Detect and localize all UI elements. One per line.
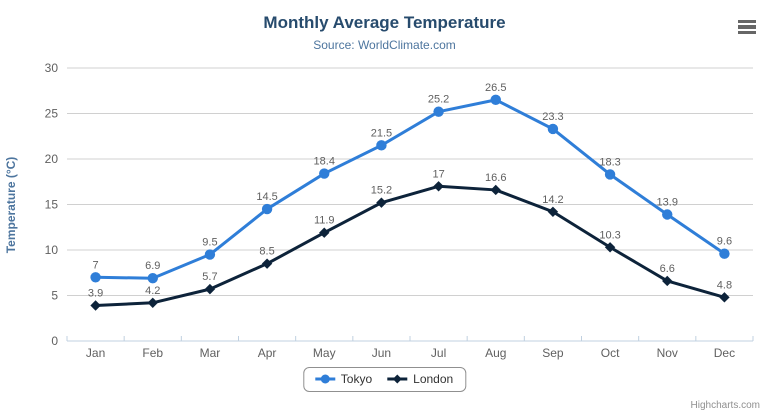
- data-label: 7: [93, 259, 99, 271]
- hamburger-icon: [738, 20, 756, 24]
- legend-item-tokyo[interactable]: Tokyo: [314, 372, 372, 386]
- legend-item-london[interactable]: London: [386, 372, 453, 386]
- data-point-marker[interactable]: [319, 227, 330, 238]
- data-label: 9.5: [202, 237, 217, 249]
- data-label: 6.9: [145, 260, 160, 272]
- data-point-marker[interactable]: [662, 275, 673, 287]
- chart-subtitle: Source: WorldClimate.com: [313, 38, 456, 52]
- x-axis-tick-label: Dec: [714, 346, 735, 360]
- london-series-line[interactable]: [94, 184, 726, 308]
- data-label: 13.9: [657, 197, 678, 209]
- data-label: 25.2: [428, 94, 449, 106]
- data-point-marker[interactable]: [90, 272, 101, 283]
- data-point-marker[interactable]: [604, 242, 616, 253]
- data-point-marker[interactable]: [490, 94, 501, 106]
- x-axis-tick-label: Nov: [657, 346, 678, 360]
- tokyo-series-line[interactable]: [94, 98, 726, 280]
- data-point-marker[interactable]: [433, 106, 444, 117]
- data-label: 6.6: [660, 263, 675, 275]
- data-point-marker[interactable]: [376, 197, 387, 208]
- y-axis-tick-label: 30: [45, 61, 59, 75]
- data-point-marker[interactable]: [90, 300, 101, 311]
- x-axis-tick-label: Apr: [258, 346, 277, 360]
- y-axis-title: Temperature (°C): [4, 156, 18, 254]
- data-point-marker[interactable]: [604, 169, 616, 180]
- data-label: 18.3: [599, 156, 620, 168]
- data-point-marker[interactable]: [662, 209, 673, 220]
- data-point-marker[interactable]: [719, 292, 730, 303]
- data-label: 4.8: [717, 279, 732, 291]
- data-point-marker[interactable]: [319, 168, 330, 179]
- context-menu-button[interactable]: [738, 20, 756, 34]
- data-point-marker[interactable]: [376, 140, 387, 151]
- y-axis-tick-label: 25: [45, 107, 59, 121]
- data-label: 15.2: [371, 185, 392, 197]
- chart-title: Monthly Average Temperature: [263, 13, 506, 32]
- hamburger-icon: [738, 30, 756, 34]
- credits-link[interactable]: Highcharts.com: [690, 400, 760, 411]
- y-axis-tick-label: 10: [45, 243, 59, 257]
- data-point-marker[interactable]: [204, 283, 216, 295]
- y-axis-tick-label: 5: [51, 289, 58, 303]
- data-point-marker[interactable]: [261, 258, 273, 269]
- data-point-marker[interactable]: [490, 184, 501, 196]
- data-point-marker[interactable]: [147, 297, 158, 308]
- data-point-marker[interactable]: [547, 123, 559, 135]
- data-label: 11.9: [314, 215, 335, 227]
- x-axis-tick-label: Jul: [431, 346, 446, 360]
- x-axis-tick-label: Aug: [485, 346, 506, 360]
- data-point-marker[interactable]: [433, 181, 444, 192]
- data-label: 23.3: [542, 111, 563, 123]
- data-label: 10.3: [599, 229, 620, 241]
- data-label: 14.5: [256, 191, 277, 203]
- x-axis-tick-label: Mar: [200, 346, 221, 360]
- x-axis-tick-label: Sep: [542, 346, 564, 360]
- data-point-marker[interactable]: [547, 206, 559, 217]
- data-label: 14.2: [542, 194, 563, 206]
- y-axis-tick-label: 0: [51, 334, 58, 348]
- x-axis-tick-label: Feb: [142, 346, 163, 360]
- london-series-marker-icon: [387, 374, 408, 384]
- legend: Tokyo London: [302, 367, 467, 392]
- legend-label: London: [413, 372, 454, 386]
- x-axis-tick-label: May: [313, 346, 336, 360]
- hamburger-icon: [738, 25, 756, 29]
- x-axis-tick-label: Oct: [601, 346, 620, 360]
- x-axis-tick-label: Jan: [86, 346, 105, 360]
- tokyo-series-marker-icon: [314, 374, 335, 384]
- data-label: 16.6: [485, 172, 506, 184]
- data-point-marker[interactable]: [261, 203, 273, 215]
- data-label: 21.5: [371, 127, 392, 139]
- data-label: 26.5: [485, 82, 506, 94]
- data-label: 5.7: [202, 271, 217, 283]
- data-label: 3.9: [88, 288, 103, 300]
- data-label: 17: [432, 168, 444, 180]
- data-label: 8.5: [259, 246, 274, 258]
- legend-label: Tokyo: [340, 372, 373, 386]
- data-point-marker[interactable]: [147, 273, 158, 284]
- y-axis-tick-label: 20: [45, 152, 59, 166]
- data-label: 18.4: [314, 156, 335, 168]
- data-point-marker[interactable]: [719, 248, 730, 259]
- data-point-marker[interactable]: [204, 249, 216, 260]
- data-label: 9.6: [717, 236, 732, 248]
- x-axis-tick-label: Jun: [372, 346, 391, 360]
- y-axis-tick-label: 15: [45, 198, 59, 212]
- data-label: 4.2: [145, 285, 160, 297]
